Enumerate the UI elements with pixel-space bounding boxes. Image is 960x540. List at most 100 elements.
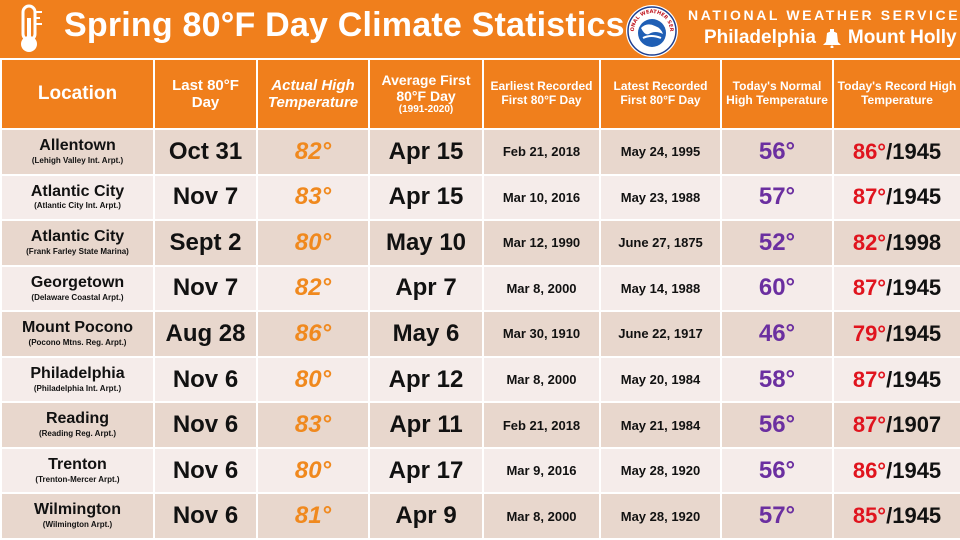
earliest-cell: Mar 8, 2000 — [482, 264, 601, 313]
location-site: (Trenton-Mercer Arpt.) — [35, 474, 120, 484]
avg-first-period: (1991-2020) — [398, 104, 454, 116]
actual-high-cell: 82° — [256, 264, 370, 313]
record-temp: 79° — [852, 320, 887, 346]
normal-high-cell: 57° — [720, 492, 834, 540]
record-year: /1945 — [886, 275, 942, 301]
table-row: Philadelphia (Philadelphia Int. Arpt.) No… — [0, 355, 960, 404]
location-cell: Mount Pocono (Pocono Mtns. Reg. Arpt.) — [0, 310, 155, 358]
record-high-cell: 86°/1945 — [832, 446, 960, 495]
record-year: /1945 — [886, 138, 942, 164]
office-right-label: Mount Holly — [847, 27, 957, 48]
location-name: Trenton — [48, 455, 107, 473]
earliest-cell: Mar 10, 2016 — [482, 173, 601, 222]
latest-cell: May 14, 1988 — [599, 264, 722, 313]
last-80-cell: Oct 31 — [153, 128, 258, 176]
table-row: Allentown (Lehigh Valley Int. Arpt.) Oct … — [0, 128, 960, 176]
avg-first-cell: Apr 17 — [368, 446, 484, 495]
table-row: Atlantic City (Frank Farley State Marina)… — [0, 219, 960, 267]
avg-first-cell: Apr 15 — [368, 128, 484, 176]
thermometer-icon — [21, 4, 42, 52]
avg-first-cell: May 6 — [368, 310, 484, 358]
record-year: /1945 — [886, 457, 942, 483]
record-high-cell: 87°/1945 — [832, 264, 960, 313]
table-row: Trenton (Trenton-Mercer Arpt.) Nov 6 80° … — [0, 446, 960, 495]
record-high-cell: 87°/1907 — [832, 401, 960, 449]
last-80-cell: Nov 6 — [153, 401, 258, 449]
actual-high-cell: 82° — [256, 128, 370, 176]
location-site: (Lehigh Valley Int. Arpt.) — [31, 155, 124, 165]
actual-high-cell: 80° — [256, 219, 370, 267]
earliest-cell: Mar 12, 1990 — [482, 219, 601, 267]
location-cell: Georgetown (Delaware Coastal Arpt.) — [0, 264, 155, 313]
earliest-cell: Mar 30, 1910 — [482, 310, 601, 358]
record-year: /1945 — [886, 184, 942, 210]
col-header-actual-high: Actual High Temperature — [256, 58, 370, 130]
actual-high-cell: 80° — [256, 446, 370, 495]
header-banner: Spring 80°F Day Climate Statistics NATIO… — [0, 0, 960, 58]
location-cell: Reading (Reading Reg. Arpt.) — [0, 401, 155, 449]
table-row: Mount Pocono (Pocono Mtns. Reg. Arpt.) Au… — [0, 310, 960, 358]
table-row: Atlantic City (Atlantic City Int. Arpt.) … — [0, 173, 960, 222]
record-high-cell: 86°/1945 — [832, 128, 960, 176]
page-title: Spring 80°F Day Climate Statistics — [64, 6, 625, 44]
last-80-cell: Sept 2 — [153, 219, 258, 267]
location-name: Atlantic City — [30, 228, 125, 246]
last-80-cell: Nov 7 — [153, 173, 258, 222]
normal-high-cell: 57° — [720, 173, 834, 222]
location-cell: Atlantic City (Atlantic City Int. Arpt.) — [0, 173, 155, 222]
location-name: Georgetown — [30, 273, 125, 291]
normal-high-cell: 60° — [720, 264, 834, 313]
location-site: (Philadelphia Int. Arpt.) — [33, 383, 122, 393]
record-year: /1945 — [886, 366, 942, 392]
record-high-cell: 82°/1998 — [832, 219, 960, 267]
normal-high-cell: 46° — [720, 310, 834, 358]
earliest-cell: Mar 9, 2016 — [482, 446, 601, 495]
location-site: (Frank Farley State Marina) — [26, 246, 129, 256]
actual-high-cell: 83° — [256, 401, 370, 449]
location-name: Allentown — [39, 137, 116, 155]
avg-first-cell: Apr 12 — [368, 355, 484, 404]
record-high-cell: 85°/1945 — [832, 492, 960, 540]
location-site: (Reading Reg. Arpt.) — [38, 429, 117, 439]
climate-stats-table: Location Last 80°F Day Actual High Tempe… — [0, 58, 960, 540]
latest-cell: June 22, 1917 — [599, 310, 722, 358]
latest-cell: May 21, 1984 — [599, 401, 722, 449]
record-temp: 87° — [852, 412, 887, 438]
location-name: Reading — [45, 410, 110, 428]
col-header-latest: Latest Recorded First 80°F Day — [599, 58, 722, 130]
record-temp: 86° — [852, 457, 887, 483]
record-year: /1907 — [886, 412, 942, 438]
earliest-cell: Feb 21, 2018 — [482, 128, 601, 176]
latest-cell: May 20, 1984 — [599, 355, 722, 404]
table-row: Georgetown (Delaware Coastal Arpt.) Nov 7… — [0, 264, 960, 313]
latest-cell: June 27, 1875 — [599, 219, 722, 267]
last-80-cell: Aug 28 — [153, 310, 258, 358]
latest-cell: May 28, 1920 — [599, 446, 722, 495]
record-high-cell: 87°/1945 — [832, 355, 960, 404]
col-header-normal-high: Today's Normal High Temperature — [720, 58, 834, 130]
normal-high-cell: 56° — [720, 401, 834, 449]
table-header-row: Location Last 80°F Day Actual High Tempe… — [0, 58, 960, 130]
record-temp: 87° — [852, 275, 887, 301]
location-site: (Atlantic City Int. Arpt.) — [34, 201, 121, 211]
record-year: /1998 — [886, 229, 942, 255]
col-header-record-high: Today's Record High Temperature — [832, 58, 960, 130]
record-temp: 85° — [852, 503, 887, 529]
actual-high-cell: 86° — [256, 310, 370, 358]
col-header-avg-first: Average First 80°F Day (1991-2020) — [368, 58, 484, 130]
earliest-cell: Mar 8, 2000 — [482, 492, 601, 540]
normal-high-cell: 52° — [720, 219, 834, 267]
location-name: Wilmington — [34, 501, 121, 519]
avg-first-cell: Apr 11 — [368, 401, 484, 449]
normal-high-cell: 58° — [720, 355, 834, 404]
record-temp: 87° — [852, 184, 887, 210]
location-site: (Delaware Coastal Arpt.) — [31, 292, 124, 302]
location-site: (Pocono Mtns. Reg. Arpt.) — [28, 338, 127, 348]
location-cell: Atlantic City (Frank Farley State Marina) — [0, 219, 155, 267]
location-cell: Trenton (Trenton-Mercer Arpt.) — [0, 446, 155, 495]
record-temp: 82° — [852, 229, 887, 255]
office-name: Philadelphia Mount Holly — [704, 27, 957, 49]
actual-high-cell: 81° — [256, 492, 370, 540]
last-80-cell: Nov 6 — [153, 355, 258, 404]
table-row: Reading (Reading Reg. Arpt.) Nov 6 83° Ap… — [0, 401, 960, 449]
